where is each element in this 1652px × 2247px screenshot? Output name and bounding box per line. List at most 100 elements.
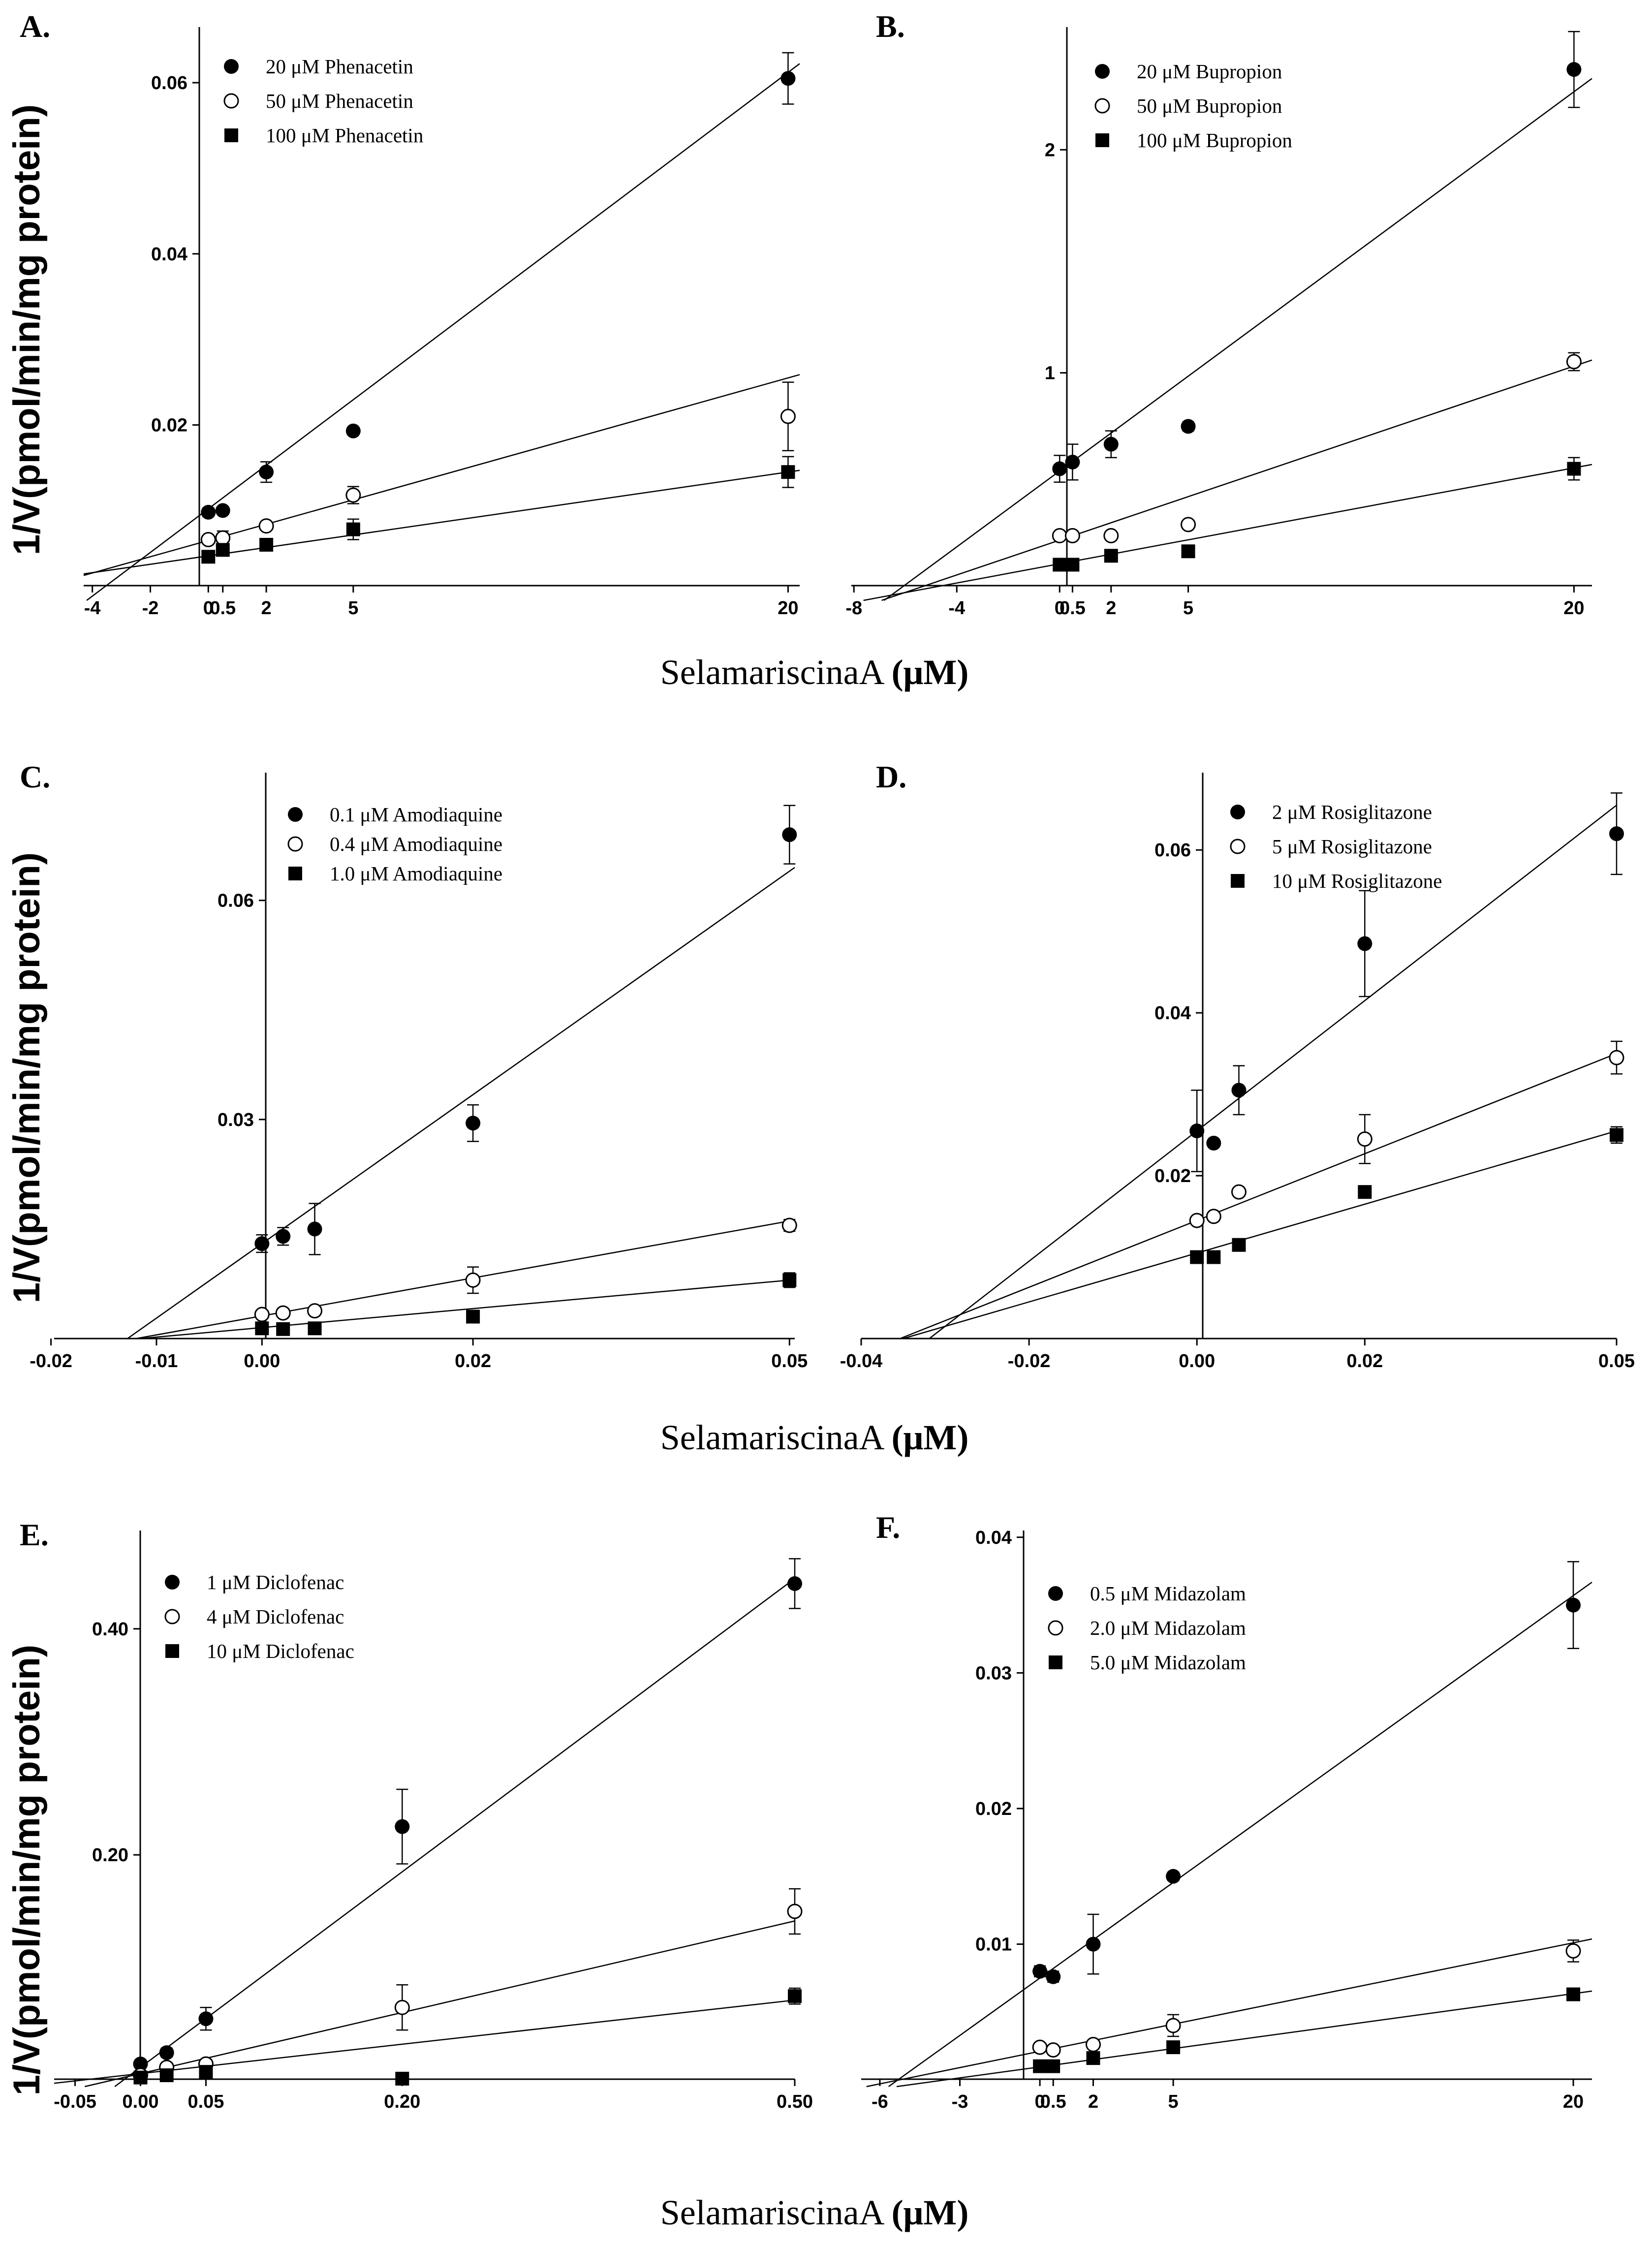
data-point <box>1046 1969 1061 1984</box>
panel-b: B. -8 -4 00.5 2 5 20 1 2 20 μM Bupropion 50 μM Bup… <box>845 9 1592 619</box>
legend-marker <box>1095 133 1109 147</box>
regression-line <box>127 867 795 1340</box>
legend-label: 4 μM Diclofenac <box>207 1605 344 1628</box>
data-point <box>215 530 231 546</box>
y-axis-title-row-3: 1/V(pmol/min/mg protein) <box>6 1645 48 2095</box>
data-point <box>201 550 216 564</box>
data-point <box>1064 528 1080 544</box>
data-point <box>1045 2042 1061 2058</box>
x-tick-label: 0.00 <box>1179 1351 1215 1372</box>
data-point <box>1565 1943 1581 1959</box>
data-point <box>346 522 360 536</box>
series-3: 10 μM Diclofenac <box>54 1640 802 2086</box>
data-point <box>782 1273 797 1287</box>
x-tick-label: 2 <box>261 598 272 619</box>
x-tick-label: 2 <box>1088 2091 1098 2112</box>
x-tick-label: 5 <box>1168 2091 1179 2112</box>
legend-label: 1 μM Diclofenac <box>207 1571 344 1593</box>
series-3: 1.0 μM Amodiaquine <box>140 862 797 1340</box>
x-tick-label: 20 <box>778 598 798 619</box>
data-point <box>276 1322 290 1336</box>
y-tick-label: 0.03 <box>975 1663 1012 1684</box>
legend-label: 2.0 μM Midazolam <box>1090 1617 1246 1639</box>
y-tick-label: 0.02 <box>151 415 187 436</box>
legend-label: 2 μM Rosiglitazone <box>1272 801 1432 823</box>
x-tick-label: 0.20 <box>384 2091 420 2112</box>
data-point <box>1566 1597 1581 1613</box>
legend-marker <box>1231 874 1245 888</box>
panel-label: D. <box>876 759 906 794</box>
data-point <box>1610 1128 1623 1142</box>
data-point <box>1104 549 1118 563</box>
x-tick-label: -0.02 <box>30 1351 72 1372</box>
legend-marker <box>165 1644 179 1658</box>
regression-line <box>881 359 1592 601</box>
y-axis-title-row-2: 1/V(pmol/min/mg protein) <box>6 852 48 1303</box>
regression-line <box>883 78 1592 601</box>
regression-line <box>866 1938 1592 2088</box>
regression-line <box>140 1279 795 1340</box>
data-point <box>1190 1250 1204 1264</box>
x-tick-label: -0.05 <box>54 2091 96 2112</box>
data-point <box>1052 528 1067 544</box>
x-tick-label: 0.02 <box>1346 1351 1383 1372</box>
data-point <box>1609 1050 1624 1065</box>
data-point <box>780 408 796 424</box>
x-tick-label: 0.50 <box>777 2091 813 2112</box>
legend-marker <box>288 867 302 880</box>
panel-a: A. -4 -2 00.5 2 5 20 0.02 0.04 0.06 20 μM Phenacet… <box>20 9 800 619</box>
legend-label: 20 μM Bupropion <box>1137 60 1282 83</box>
data-point <box>1086 2037 1101 2053</box>
series-2: 5 μM Rosiglitazone <box>900 835 1624 1340</box>
legend-marker <box>1094 98 1110 114</box>
x-tick-label: 0.05 <box>187 2091 224 2112</box>
data-point <box>1181 544 1195 559</box>
legend-label: 10 μM Diclofenac <box>207 1640 354 1662</box>
regression-line <box>86 63 800 601</box>
panel-d: D. -0.04 -0.02 0.00 0.02 0.05 0.02 0.04 0.06 2 μM… <box>840 759 1635 1372</box>
data-point <box>259 465 274 480</box>
series-2: 50 μM Phenacetin <box>83 90 800 576</box>
x-tick-label: -4 <box>84 598 101 619</box>
x-tick-label: 2 <box>1106 598 1116 619</box>
data-point <box>1046 2059 1060 2073</box>
regression-line <box>83 374 800 576</box>
data-point <box>1207 1250 1221 1264</box>
series-1: 0.1 μM Amodiaquine <box>127 803 797 1340</box>
legend-marker <box>165 1575 180 1590</box>
legend-label: 0.4 μM Amodiaquine <box>330 833 502 855</box>
data-point <box>275 1305 291 1321</box>
data-point <box>1065 454 1080 469</box>
x-tick-label: 20 <box>1563 2091 1584 2112</box>
legend-marker <box>1048 1586 1063 1601</box>
legend-marker <box>1048 1620 1063 1636</box>
legend-marker <box>1230 805 1245 819</box>
y-tick-label: 0.06 <box>218 891 254 911</box>
data-point <box>133 2057 148 2072</box>
x-tick-label: 0 <box>1035 2091 1045 2112</box>
data-point <box>159 2068 174 2083</box>
y-tick-label: 0.04 <box>151 244 187 265</box>
y-tick-label: 0.06 <box>151 73 187 94</box>
data-point <box>1566 354 1582 370</box>
x-tick-label: -6 <box>872 2091 888 2112</box>
y-tick-label: 0.40 <box>92 1619 128 1640</box>
y-tick-label: 0.20 <box>92 1845 128 1866</box>
x-axis-title-row-1: SelamariscinaA (μM) <box>660 653 969 692</box>
y-tick-label: 0.06 <box>1154 840 1191 861</box>
legend-marker <box>1049 1655 1062 1669</box>
x-tick-label: -2 <box>142 598 159 619</box>
data-point <box>1231 1083 1247 1098</box>
data-point <box>1231 1184 1247 1200</box>
data-point <box>781 1217 797 1233</box>
series-2: 50 μM Bupropion <box>881 94 1592 601</box>
series-2: 0.4 μM Amodiaquine <box>136 833 797 1340</box>
x-tick-label: 0 <box>1055 598 1065 619</box>
x-tick-label: 0.5 <box>1060 598 1086 619</box>
x-tick-label: 0.00 <box>123 2091 159 2112</box>
x-tick-label: 0.5 <box>210 598 236 619</box>
data-point <box>1189 1213 1205 1228</box>
x-tick-label: -0.01 <box>135 1351 178 1372</box>
x-tick-label: 5 <box>1183 598 1193 619</box>
data-point <box>780 71 796 86</box>
